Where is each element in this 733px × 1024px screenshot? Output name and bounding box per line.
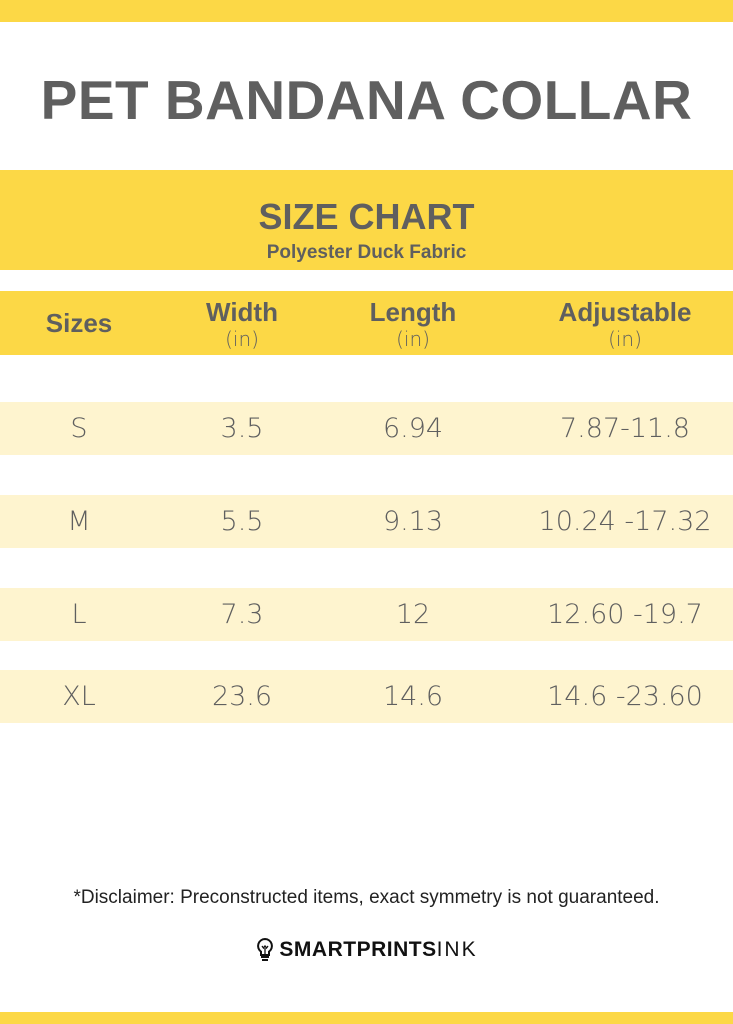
length-cell: 9.13	[382, 506, 444, 537]
header-adjustable: Adjustable (in)	[558, 296, 692, 351]
width-cell: 5.5	[220, 506, 264, 537]
adjustable-cell: 10.24 -17.32	[538, 506, 712, 537]
page-title: PET BANDANA COLLAR	[40, 69, 693, 131]
length-cell: 6.94	[382, 413, 444, 444]
brand-logo: SMARTPRINTSINK	[0, 937, 733, 963]
disclaimer: *Disclaimer: Preconstructed items, exact…	[73, 887, 660, 908]
logo-bold-text: SMARTPRINTS	[279, 938, 437, 961]
table-row: S 3.5 6.94 7.87-11.8	[0, 402, 733, 455]
width-cell: 3.5	[220, 413, 264, 444]
width-cell: 23.6	[211, 681, 273, 712]
table-row: L 7.3 12 12.60 -19.7	[0, 588, 733, 641]
lightbulb-icon	[257, 937, 274, 961]
adjustable-cell: 14.6 -23.60	[547, 681, 703, 712]
header-width: Width (in)	[206, 296, 278, 351]
table-row: M 5.5 9.13 10.24 -17.32	[0, 495, 733, 548]
width-cell: 7.3	[220, 599, 264, 630]
size-chart-banner: SIZE CHART Polyester Duck Fabric	[0, 170, 733, 270]
length-cell: 12	[395, 599, 431, 630]
table-row: XL 23.6 14.6 14.6 -23.60	[0, 670, 733, 723]
size-cell: L	[71, 599, 87, 630]
size-cell: XL	[62, 681, 96, 712]
top-bar	[0, 0, 733, 22]
size-cell: S	[70, 413, 88, 444]
adjustable-cell: 12.60 -19.7	[547, 599, 703, 630]
header-sizes: Sizes	[45, 307, 113, 338]
size-cell: M	[67, 506, 91, 537]
header-length: Length (in)	[369, 296, 457, 351]
size-chart-heading: SIZE CHART	[258, 196, 475, 237]
bottom-bar	[0, 1012, 733, 1024]
length-cell: 14.6	[382, 681, 444, 712]
table-header: Sizes Width (in) Length (in) Adjustable (in…	[0, 291, 733, 355]
size-chart-subheading: Polyester Duck Fabric	[266, 242, 467, 263]
adjustable-cell: 7.87-11.8	[560, 413, 690, 444]
logo-light-text: INK	[436, 938, 478, 961]
